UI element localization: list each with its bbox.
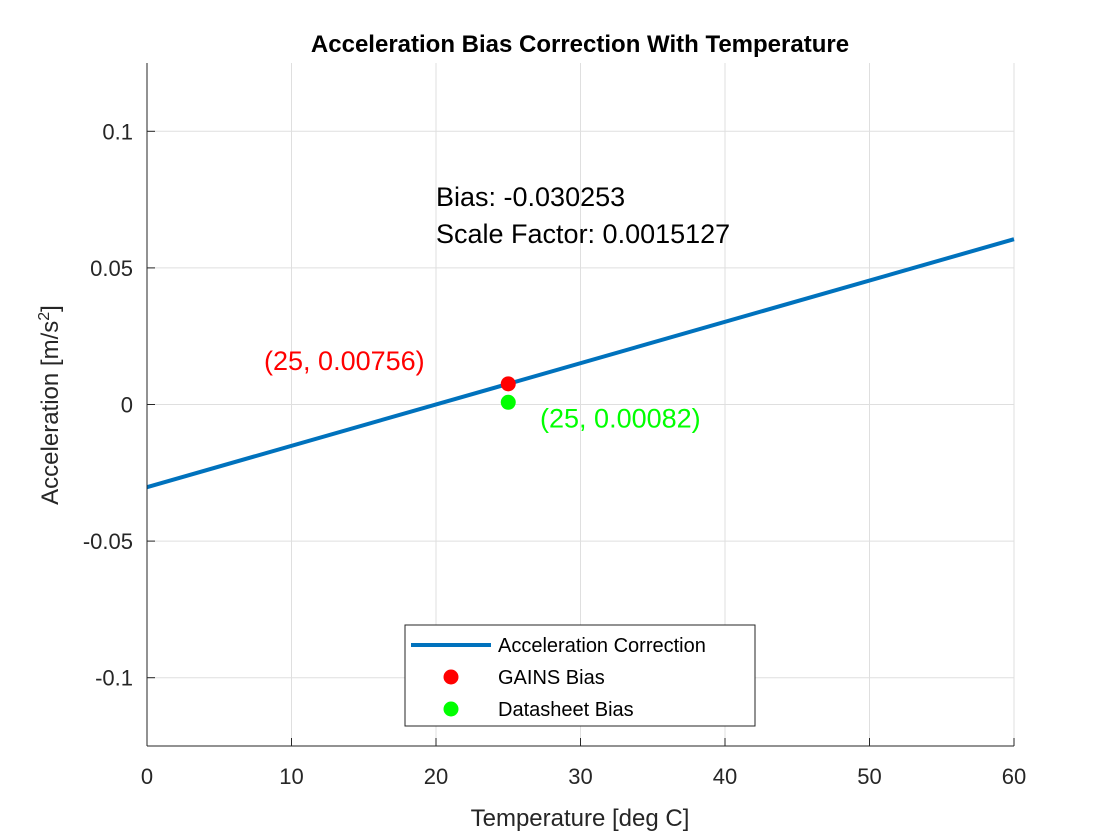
legend-box [404,624,756,727]
chart-title: Acceleration Bias Correction With Temper… [311,31,849,58]
y-tick-label: 0.1 [102,119,133,144]
legend: Acceleration Correction GAINS Bias Datashe… [404,624,756,727]
ticks: 0 10 20 30 40 50 60 -0.1 -0.05 0 0.05 0.1 [83,119,1026,789]
x-tick-label: 10 [279,764,303,789]
legend-entry-label: GAINS Bias [498,667,605,689]
x-tick-label: 40 [713,764,737,789]
y-axis-label-suffix: ] [37,305,64,312]
x-tick-label: 0 [141,764,153,789]
annotation-gains: (25, 0.00756) [264,346,425,376]
legend-swatch-marker [443,701,459,717]
legend-swatch-marker [443,669,459,685]
y-tick-label: 0.05 [90,256,133,281]
annotations: Bias: -0.030253 Scale Factor: 0.0015127 (2… [264,182,730,434]
x-axis-label: Temperature [deg C] [471,805,690,832]
y-axis-label-main: Acceleration [m/s [37,321,64,505]
y-tick-label: -0.05 [83,529,133,554]
datasheet-bias-point [500,394,516,410]
annotation-bias: Bias: -0.030253 [436,182,625,212]
annotation-scale: Scale Factor: 0.0015127 [436,219,730,249]
data-layer [146,237,1015,490]
y-tick-label: 0 [121,393,133,418]
legend-entry-label: Datasheet Bias [498,699,634,721]
y-axis-label-superscript: 2 [36,312,53,321]
series-line-acceleration-correction [146,237,1015,490]
x-tick-label: 60 [1002,764,1026,789]
y-tick-label: -0.1 [95,666,133,691]
x-tick-label: 50 [857,764,881,789]
x-tick-label: 20 [424,764,448,789]
legend-entry-label: Acceleration Correction [498,635,706,657]
gains-bias-point [500,376,516,392]
x-tick-label: 30 [568,764,592,789]
y-axis-label: Acceleration [m/s2] [36,305,64,505]
annotation-datasheet: (25, 0.00082) [540,404,701,434]
